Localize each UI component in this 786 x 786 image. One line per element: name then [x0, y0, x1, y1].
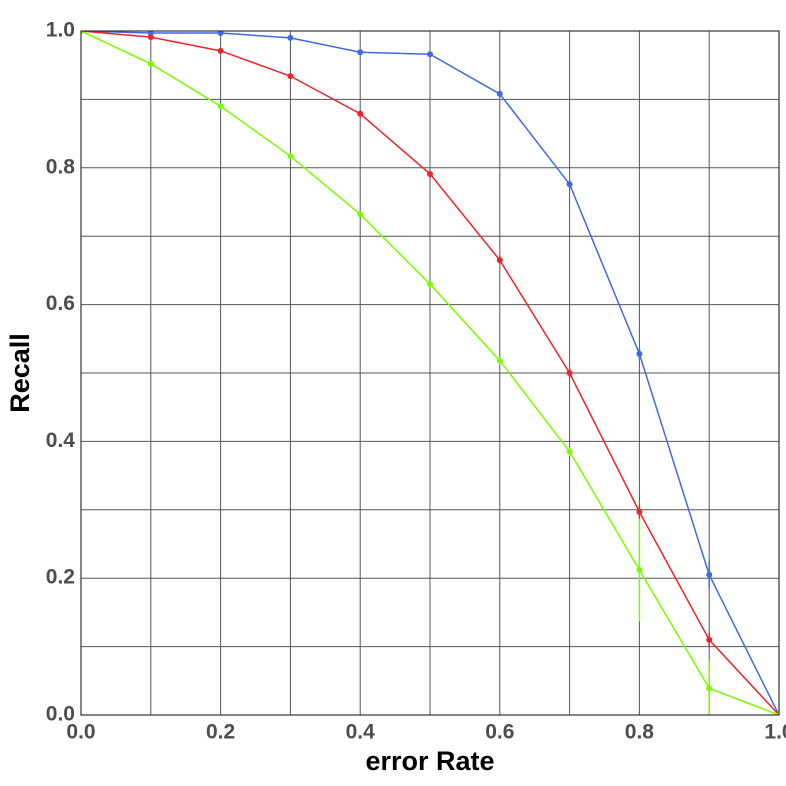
data-point [147, 60, 154, 67]
y-tick-label: 0.4 [46, 429, 76, 452]
data-point [496, 257, 503, 264]
data-point [636, 566, 643, 573]
y-tick-label: 0.6 [46, 292, 75, 315]
data-point [357, 110, 364, 117]
data-point [357, 211, 364, 218]
x-tick-label: 0.6 [485, 721, 514, 744]
x-tick-label: 0.0 [66, 721, 95, 744]
data-point [566, 448, 573, 455]
x-tick-label: 0.2 [206, 721, 235, 744]
data-point [217, 31, 224, 37]
data-point [636, 350, 643, 357]
data-point [427, 281, 433, 288]
data-point [706, 685, 713, 692]
plot-border [80, 30, 780, 716]
y-tick-label: 1.0 [46, 19, 75, 42]
data-point [217, 103, 224, 110]
data-point [636, 508, 643, 515]
data-point [496, 90, 503, 97]
x-tick-label: 0.4 [346, 721, 376, 744]
data-point [706, 636, 713, 643]
y-tick-label: 0.2 [46, 566, 75, 589]
y-axis-label: Recall [5, 333, 35, 413]
data-point [81, 31, 84, 34]
y-tick-label: 0.8 [46, 155, 76, 178]
x-axis-label: error Rate [365, 746, 494, 776]
data-point [566, 181, 573, 188]
data-point [427, 51, 433, 58]
data-point [496, 357, 503, 364]
y-tick-label: 0.0 [46, 703, 75, 726]
data-point [776, 712, 779, 715]
x-tick-label: 0.8 [625, 721, 655, 744]
data-point [287, 34, 294, 41]
data-point [147, 34, 154, 41]
data-point [566, 370, 573, 376]
x-tick-label: 1.0 [764, 721, 786, 744]
data-point [357, 49, 364, 56]
data-point [217, 47, 224, 54]
data-point [706, 571, 713, 578]
data-point [287, 153, 294, 160]
data-point [287, 73, 294, 80]
data-point [427, 170, 433, 177]
